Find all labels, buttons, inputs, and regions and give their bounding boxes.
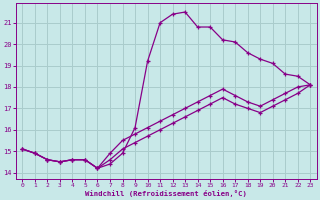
X-axis label: Windchill (Refroidissement éolien,°C): Windchill (Refroidissement éolien,°C) bbox=[85, 190, 247, 197]
